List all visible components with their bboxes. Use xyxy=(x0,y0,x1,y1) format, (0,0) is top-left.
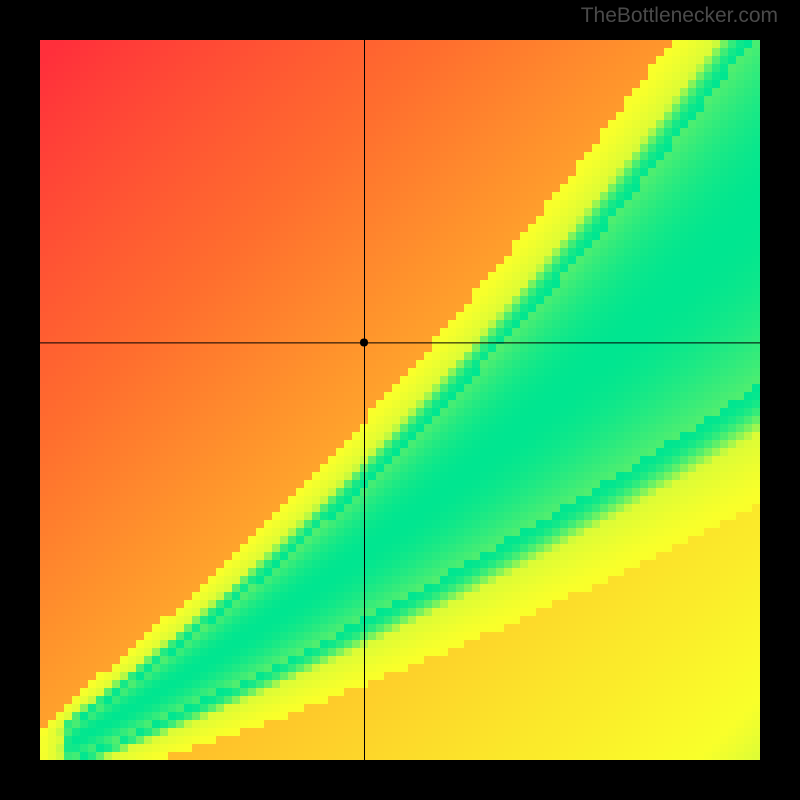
watermark-text: TheBottlenecker.com xyxy=(581,4,778,28)
plot-area xyxy=(40,40,760,760)
crosshair-overlay xyxy=(40,40,760,760)
chart-container: TheBottlenecker.com xyxy=(0,0,800,800)
